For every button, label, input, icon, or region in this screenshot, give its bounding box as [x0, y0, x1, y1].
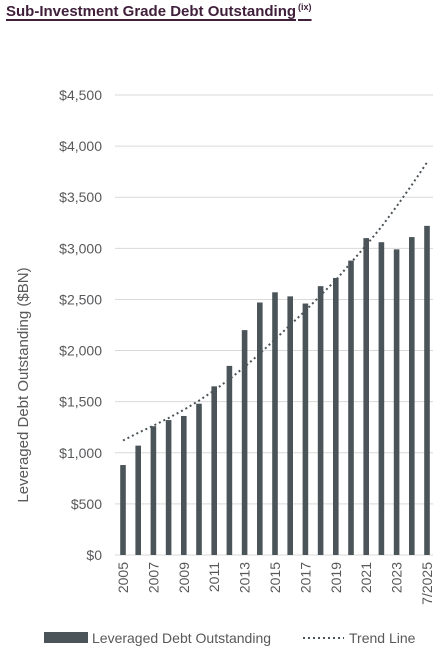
y-tick-label: $0 [86, 547, 102, 563]
y-tick-label: $4,500 [59, 87, 102, 103]
bar-2021 [363, 238, 369, 555]
x-tick-label: 2011 [206, 562, 222, 592]
legend-bar-label: Leveraged Debt Outstanding [92, 630, 271, 646]
x-tick-label: 2019 [328, 562, 344, 593]
bar-2015 [272, 292, 278, 555]
bar-2024 [409, 237, 415, 556]
bar-2009 [181, 415, 187, 555]
y-tick-label: $1,000 [59, 445, 102, 461]
x-tick-label: 7/2025 [419, 562, 435, 605]
bar-2023 [393, 249, 400, 555]
y-tick-label: $500 [71, 496, 102, 512]
bar-2013 [241, 330, 248, 555]
bar-2016 [287, 296, 293, 555]
chart-title-text: Sub-Investment Grade Debt Outstanding [6, 3, 297, 20]
x-tick-label: 2021 [358, 562, 374, 593]
bar-series [120, 225, 430, 556]
x-tick-label: 2017 [297, 562, 313, 593]
bar-2006 [135, 445, 141, 555]
y-tick-label: $4,000 [59, 138, 102, 154]
x-axis-ticks: 2005 2007 2009 2011 2013 2015 2017 2019 2021 2023… [115, 562, 435, 605]
bar-7/2025 [424, 225, 430, 555]
bar-2010 [196, 403, 202, 555]
bar-2018 [317, 286, 324, 555]
legend-trend-label: Trend Line [349, 630, 416, 646]
y-axis-label: Leveraged Debt Outstanding ($BN) [15, 267, 32, 502]
bar-2014 [257, 302, 263, 555]
y-tick-label: $3,500 [59, 189, 102, 205]
y-tick-label: $2,500 [59, 291, 102, 307]
y-tick-label: $1,500 [59, 394, 102, 410]
x-tick-label: 2023 [389, 562, 405, 593]
trend-line [122, 161, 428, 442]
bar-2020 [348, 260, 354, 555]
bar-2012 [226, 365, 233, 555]
chart-title: Sub-Investment Grade Debt Outstanding (ix… [6, 2, 436, 21]
y-tick-label: $2,000 [59, 343, 102, 359]
bar-2005 [120, 465, 126, 555]
x-tick-label: 2007 [145, 562, 161, 593]
y-axis-ticks: $0 $500 $1,000 $1,500 $2,000 $2,500 $3,000 $3,5… [59, 87, 102, 563]
x-tick-label: 2015 [267, 562, 283, 593]
bar-2022 [378, 242, 385, 555]
x-tick-label: 2013 [237, 562, 253, 593]
x-tick-label: 2005 [115, 562, 131, 593]
x-tick-label: 2009 [176, 562, 192, 593]
bar-2011 [211, 386, 217, 555]
trend-line-series [122, 161, 428, 442]
bar-2007 [150, 426, 157, 555]
bar-2008 [165, 420, 172, 555]
y-tick-label: $3,000 [59, 240, 102, 256]
chart-title-footnote-marker: (ix) [298, 2, 312, 12]
bar-2019 [333, 277, 339, 555]
legend: Leveraged Debt Outstanding Trend Line [44, 630, 416, 646]
legend-bar-swatch [44, 632, 88, 643]
bar-2017 [302, 303, 309, 555]
